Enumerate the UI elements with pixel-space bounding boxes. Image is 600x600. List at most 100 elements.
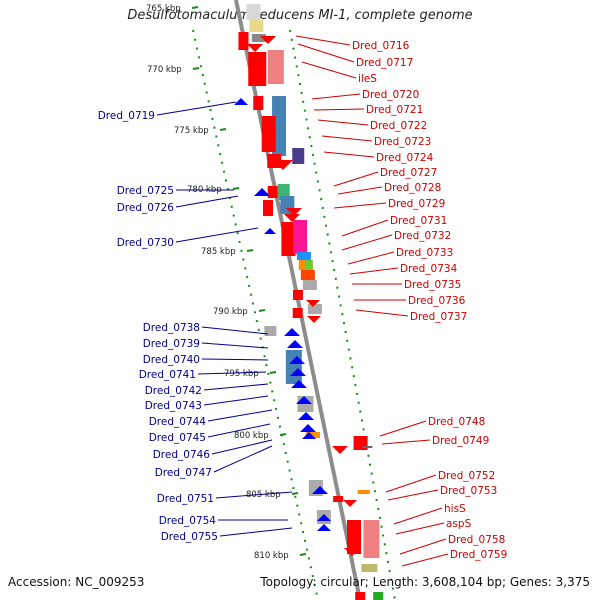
position-tick-mark xyxy=(191,6,199,9)
strand-arrow xyxy=(284,214,300,222)
gene-feature xyxy=(304,260,313,270)
strand-arrow xyxy=(264,228,276,234)
gene-label-forward: Dred_0721 xyxy=(366,104,423,116)
gene-label-reverse: Dred_0747 xyxy=(155,467,212,479)
gene-label-reverse: Dred_0744 xyxy=(149,416,207,428)
leader-line xyxy=(219,527,293,537)
strand-arrow xyxy=(290,368,306,376)
gene-label-reverse: Dred_0741 xyxy=(139,369,196,381)
position-scale-ring xyxy=(192,29,319,600)
strand-arrow xyxy=(302,432,316,439)
gene-label-forward: Dred_0727 xyxy=(380,167,437,179)
gene-label-reverse: Dred_0743 xyxy=(145,400,202,412)
leader-line xyxy=(385,474,437,493)
position-tick-label: 805 kbp xyxy=(246,490,281,500)
position-tick-mark xyxy=(246,249,254,252)
leader-line xyxy=(215,491,293,499)
gene-label-reverse: Dred_0725 xyxy=(117,185,174,197)
gene-label-forward: Dred_0723 xyxy=(374,136,431,148)
position-tick-label: 765 kbp xyxy=(146,4,181,14)
gene-feature xyxy=(292,148,305,164)
leader-line xyxy=(156,101,237,116)
map-title: Desulfotomaculum reducens MI-1, complete… xyxy=(127,8,473,23)
gene-feature xyxy=(249,20,264,32)
gene-label-forward: Dred_0735 xyxy=(404,279,461,291)
gene-label-reverse: Dred_0751 xyxy=(157,493,214,505)
gene-labels: Dred_0716 Dred_0717 ileS Dred_0720 Dred_0721… xyxy=(98,40,508,561)
gene-label-forward: Dred_0729 xyxy=(388,198,445,210)
leader-line xyxy=(381,439,431,445)
gene-label-reverse: Dred_0740 xyxy=(143,354,200,366)
position-tick-label: 785 kbp xyxy=(201,247,236,257)
leader-line xyxy=(297,43,355,63)
strand-arrow xyxy=(317,514,331,521)
gene-feature xyxy=(361,564,378,572)
strand-arrow xyxy=(306,300,320,307)
leader-line xyxy=(207,409,273,422)
gene-label-forward: aspS xyxy=(446,518,472,530)
position-tick-mark xyxy=(269,371,277,374)
strand-arrow xyxy=(291,380,307,388)
gene-label-forward: Dred_0736 xyxy=(408,295,466,307)
position-tick-mark xyxy=(192,67,200,70)
gene-label-forward: Dred_0737 xyxy=(410,311,467,323)
accession-text: Accession: NC_009253 xyxy=(8,575,145,589)
gene-feature xyxy=(363,520,380,558)
position-tick-mark xyxy=(258,309,266,312)
gene-label-forward: Dred_0717 xyxy=(356,57,413,69)
strand-arrow xyxy=(300,424,316,432)
strand-arrow xyxy=(247,44,263,52)
leader-line xyxy=(211,439,273,455)
gene-feature xyxy=(292,308,303,318)
gene-feature xyxy=(267,50,284,84)
gene-label-reverse: Dred_0738 xyxy=(143,322,200,334)
gene-label-forward: ileS xyxy=(358,73,377,85)
strand-arrow xyxy=(234,98,248,105)
gene-label-forward: Dred_0716 xyxy=(352,40,410,52)
gene-feature xyxy=(373,592,384,600)
gene-label-forward: Dred_0758 xyxy=(448,534,505,546)
leader-line xyxy=(393,507,443,525)
leader-line xyxy=(203,395,269,406)
gene-label-forward: Dred_0759 xyxy=(450,549,507,561)
strand-arrow xyxy=(317,524,331,531)
gene-features xyxy=(234,4,384,600)
leader-line xyxy=(333,171,379,187)
leader-line xyxy=(301,61,357,79)
strand-arrow xyxy=(298,412,314,420)
position-tick-label: 770 kbp xyxy=(147,65,182,75)
gene-feature xyxy=(296,252,311,260)
gene-label-forward: Dred_0722 xyxy=(370,120,427,132)
leader-line xyxy=(395,522,445,535)
gene-feature xyxy=(264,326,277,336)
leader-line xyxy=(321,135,373,142)
gene-feature xyxy=(362,446,373,448)
strand-arrow xyxy=(289,356,305,364)
gene-feature xyxy=(305,432,320,438)
strand-arrow xyxy=(344,548,360,556)
leader-line xyxy=(317,119,369,126)
leader-line xyxy=(341,234,393,251)
gene-label-reverse: Dred_0755 xyxy=(161,531,218,543)
strand-arrow xyxy=(286,208,302,216)
gene-label-forward: Dred_0733 xyxy=(396,247,453,259)
gene-feature xyxy=(346,520,361,554)
leader-line xyxy=(323,151,375,158)
gene-feature xyxy=(292,290,303,300)
leader-line xyxy=(213,445,273,473)
gene-feature xyxy=(267,186,278,198)
gene-label-forward: Dred_0734 xyxy=(400,263,458,275)
gene-label-reverse: Dred_0742 xyxy=(145,385,202,397)
position-tick-label: 800 kbp xyxy=(234,431,269,441)
position-tick-mark xyxy=(291,492,299,495)
gene-feature xyxy=(261,116,276,152)
gene-feature xyxy=(281,222,296,256)
gene-label-forward: Dred_0753 xyxy=(440,485,497,497)
strand-arrow xyxy=(287,340,303,348)
gene-feature xyxy=(262,200,273,216)
leader-line xyxy=(203,383,269,391)
leader-line xyxy=(341,219,389,237)
leader-line xyxy=(175,195,239,208)
gene-label-forward: Dred_0724 xyxy=(376,152,434,164)
strand-arrow xyxy=(296,396,312,404)
